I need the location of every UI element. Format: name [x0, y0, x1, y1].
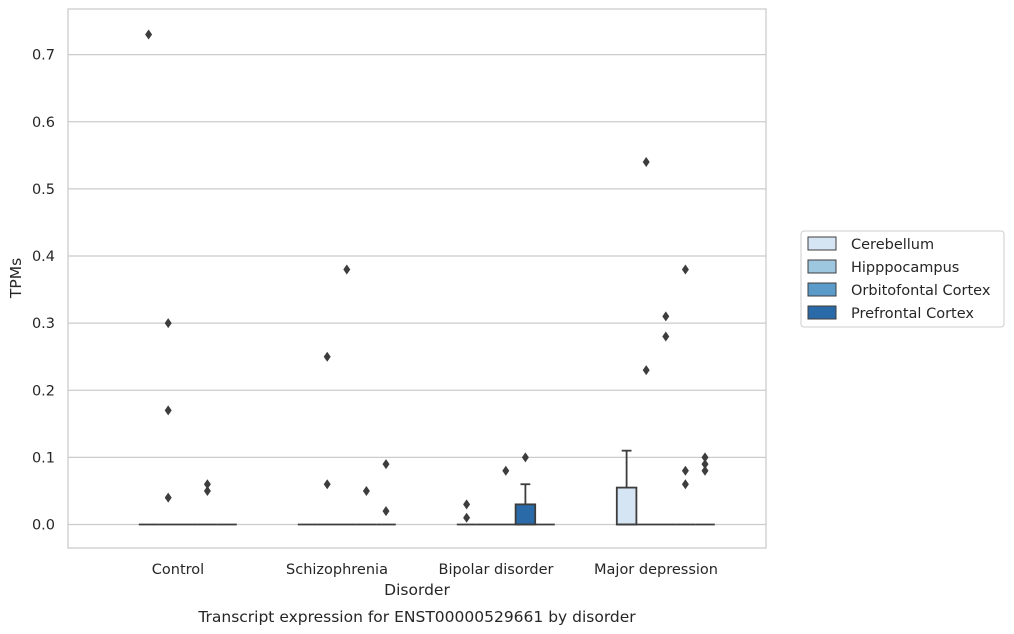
outlier-point — [463, 499, 471, 510]
outlier-point — [701, 459, 709, 470]
legend-swatch — [807, 236, 837, 251]
y-tick-label: 0.5 — [32, 182, 55, 198]
outlier-point — [701, 465, 709, 476]
outlier-point — [681, 479, 689, 490]
box — [514, 503, 537, 526]
outlier-point — [164, 492, 172, 503]
outlier-point — [323, 479, 331, 490]
legend-label: Hipppocampus — [851, 260, 959, 276]
gridlines — [68, 53, 766, 526]
outlier-point — [642, 157, 650, 168]
box-series — [138, 29, 715, 526]
x-tick-label: Major depression — [594, 562, 718, 578]
outlier-point — [362, 485, 370, 496]
legend-label: Prefrontal Cortex — [851, 306, 974, 322]
outlier-point — [164, 318, 172, 329]
y-tick-label: 0.1 — [32, 450, 55, 466]
outlier-point — [642, 365, 650, 376]
legend-frame — [800, 230, 1005, 328]
outlier-point — [145, 29, 153, 40]
outlier-point — [382, 459, 390, 470]
outlier-point — [343, 264, 351, 275]
outlier-point — [502, 465, 510, 476]
box — [615, 486, 638, 526]
x-tick-label: Control — [152, 562, 204, 578]
x-tick-label: Bipolar disorder — [439, 562, 554, 578]
outlier-point — [203, 479, 211, 490]
legend-swatch — [807, 305, 837, 320]
legend: Cerebellum Hipppocampus Orbitofontal Corte… — [800, 230, 1005, 328]
legend-label: Cerebellum — [851, 237, 934, 253]
x-axis-title: Disorder — [384, 581, 450, 599]
y-tick-label: 0.2 — [32, 383, 55, 399]
x-axis-ticks: Control Schizophrenia Bipolar disorder Majo… — [152, 562, 718, 578]
outlier-point — [203, 485, 211, 496]
legend-label: Orbitofontal Cortex — [851, 283, 991, 299]
y-tick-label: 0.7 — [32, 48, 55, 64]
outlier-point — [681, 465, 689, 476]
outlier-point — [681, 264, 689, 275]
y-tick-label: 0.3 — [32, 316, 55, 332]
y-tick-label: 0.4 — [32, 249, 55, 265]
y-axis-title: TPMs — [7, 258, 25, 299]
x-tick-label: Schizophrenia — [286, 562, 388, 578]
outlier-point — [662, 311, 670, 322]
outlier-point — [323, 351, 331, 362]
outlier-point — [382, 506, 390, 517]
outlier-point — [701, 452, 709, 463]
legend-swatch — [807, 282, 837, 297]
y-axis-ticks: 0.0 0.1 0.2 0.3 0.4 0.5 0.6 0.7 — [32, 48, 55, 534]
outlier-point — [164, 405, 172, 416]
outlier-point — [463, 512, 471, 523]
y-tick-label: 0.0 — [32, 518, 55, 534]
plot-area — [67, 8, 767, 549]
y-tick-label: 0.6 — [32, 115, 55, 131]
legend-swatch — [807, 259, 837, 274]
outlier-point — [521, 452, 529, 463]
outlier-point — [662, 331, 670, 342]
chart-caption: Transcript expression for ENST0000052966… — [197, 608, 636, 626]
